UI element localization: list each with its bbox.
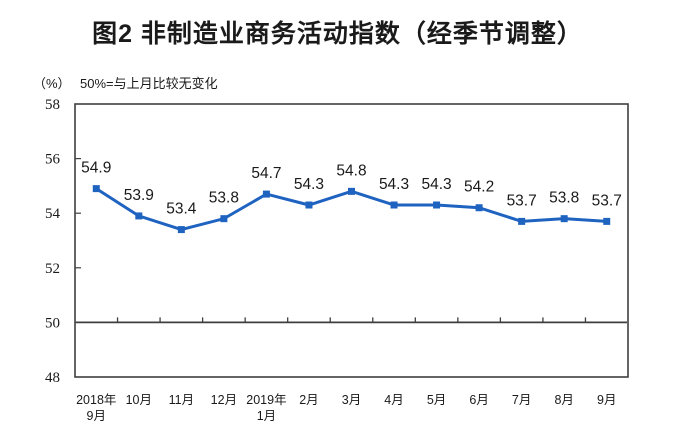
x-axis-label: 7月 xyxy=(512,393,531,407)
data-point-marker xyxy=(92,185,100,193)
data-point-label: 53.8 xyxy=(549,190,579,207)
x-axis-label: 6月 xyxy=(469,393,488,407)
chart-title: 图2 非制造业商务活动指数（经季节调整） xyxy=(92,20,583,48)
y-axis-unit-label: （%） xyxy=(33,76,71,91)
x-axis-label: 11月 xyxy=(169,393,194,407)
data-point-label: 54.9 xyxy=(81,160,111,177)
x-axis-label: 9月 xyxy=(597,393,616,407)
data-point-label: 53.7 xyxy=(507,192,537,209)
data-point-marker xyxy=(177,226,185,234)
data-point-marker xyxy=(433,201,441,209)
x-axis-label: 9月 xyxy=(87,409,106,423)
baseline-note: 50%=与上月比较无变化 xyxy=(80,76,218,91)
x-axis-label: 8月 xyxy=(554,393,573,407)
data-point-label: 54.3 xyxy=(421,176,451,193)
y-tick-label: 54 xyxy=(45,206,61,222)
x-axis-label: 2月 xyxy=(299,393,318,407)
x-axis-label: 3月 xyxy=(342,393,361,407)
data-point-label: 53.4 xyxy=(166,201,197,218)
data-point-label: 54.8 xyxy=(336,162,366,179)
data-point-label: 54.3 xyxy=(379,176,409,193)
data-point-label: 53.7 xyxy=(592,192,622,209)
data-point-marker xyxy=(603,217,611,225)
y-tick-label: 56 xyxy=(45,152,61,168)
x-axis-label: 1月 xyxy=(257,409,276,423)
y-tick-label: 58 xyxy=(45,97,60,113)
data-point-label: 54.7 xyxy=(251,165,281,182)
x-axis-label: 4月 xyxy=(384,393,403,407)
data-point-marker xyxy=(390,201,398,209)
data-point-label: 53.8 xyxy=(209,190,239,207)
data-point-label: 53.9 xyxy=(124,187,154,204)
x-axis-label: 10月 xyxy=(126,393,152,407)
x-axis-label: 12月 xyxy=(211,393,237,407)
data-point-label: 54.3 xyxy=(294,176,324,193)
data-point-marker xyxy=(220,215,228,223)
data-point-marker xyxy=(262,190,270,198)
x-axis-label: 2018年 xyxy=(76,393,116,407)
x-axis-label: 2019年 xyxy=(246,393,286,407)
plot-border xyxy=(74,103,629,378)
data-point-marker xyxy=(135,212,143,220)
data-point-marker xyxy=(348,187,355,195)
y-tick-label: 52 xyxy=(45,261,60,277)
data-point-marker xyxy=(518,217,526,225)
y-tick-label: 50 xyxy=(45,315,60,331)
data-point-marker xyxy=(560,215,568,223)
y-tick-label: 48 xyxy=(45,370,60,386)
data-point-marker xyxy=(305,201,313,209)
data-point-marker xyxy=(475,204,483,212)
data-point-label: 54.2 xyxy=(464,179,494,196)
x-axis-label: 5月 xyxy=(427,393,446,407)
